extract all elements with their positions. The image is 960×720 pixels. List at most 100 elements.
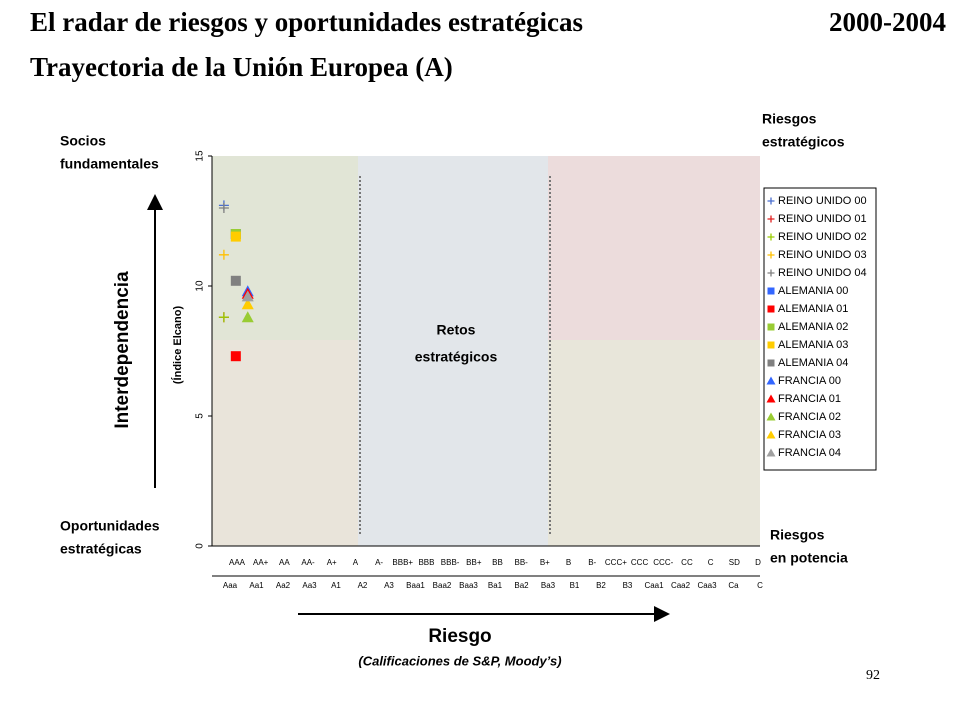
corner-label: Riesgos [770, 527, 825, 543]
point [230, 351, 241, 362]
legend-symbol [767, 323, 775, 331]
y-axis-label: (Índice Elcano) [171, 306, 184, 385]
legend-symbol [767, 287, 775, 295]
legend-symbol [767, 341, 775, 349]
x-tick-label: B1 [570, 581, 580, 590]
point [218, 249, 229, 260]
x-tick-label: C [708, 558, 714, 567]
legend-symbol [767, 197, 775, 205]
x-tick-label: CC [681, 558, 693, 567]
legend-label: FRANCIA 04 [778, 447, 841, 459]
x-tick-label: AA+ [253, 558, 269, 567]
corner-label: estratégicos [762, 134, 845, 150]
legend-label: REINO UNIDO 00 [778, 195, 867, 207]
corner-label: fundamentales [60, 156, 159, 172]
point [218, 312, 229, 323]
x-tick-label: Aa2 [276, 581, 291, 590]
legend-label: FRANCIA 02 [778, 411, 841, 423]
legend-label: REINO UNIDO 01 [778, 213, 867, 225]
x-tick-label: Ba1 [488, 581, 503, 590]
region [548, 156, 760, 340]
x-tick-label: Caa1 [644, 581, 664, 590]
legend-symbol [767, 359, 775, 367]
slide-subtitle: Trayectoria de la Unión Europea (A) [30, 52, 453, 82]
legend-symbol [766, 412, 776, 421]
corner-label: Socios [60, 133, 106, 149]
x-tick-label: A1 [331, 581, 341, 590]
region [212, 340, 358, 546]
x-tick-label: AA- [301, 558, 315, 567]
x-tick-label: A2 [358, 581, 368, 590]
region [358, 156, 548, 546]
corner-label: Oportunidades [60, 518, 160, 534]
legend-symbol [767, 215, 775, 223]
x-tick-label: BB [492, 558, 503, 567]
y-tick-label: 5 [195, 413, 206, 419]
point [241, 298, 254, 310]
page-number: 92 [866, 668, 880, 683]
x-tick-label: Aa1 [249, 581, 264, 590]
x-tick-label: C [757, 581, 763, 590]
region [212, 156, 358, 340]
legend-label: FRANCIA 00 [778, 375, 841, 387]
legend [763, 187, 877, 471]
x-tick-label: A- [375, 558, 383, 567]
x-tick-label: Ca [728, 581, 739, 590]
x-tick-label: Caa3 [697, 581, 717, 590]
x-tick-label: BB+ [466, 558, 482, 567]
legend-label: ALEMANIA 01 [778, 303, 848, 315]
y-tick-label: 10 [195, 280, 206, 292]
slide-title: El radar de riesgos y oportunidades estr… [30, 7, 583, 37]
legend-symbol [766, 394, 776, 403]
corner-label: Riesgos [762, 111, 817, 127]
x-tick-label: B+ [540, 558, 550, 567]
legend-symbol [767, 269, 775, 277]
x-axis-subtitle: (Calificaciones de S&P, Moody’s) [358, 653, 561, 668]
x-tick-label: Baa2 [433, 581, 452, 590]
legend-symbol [767, 251, 775, 259]
x-tick-label: A+ [327, 558, 337, 567]
x-tick-label: AAA [229, 558, 246, 567]
x-tick-label: Baa1 [406, 581, 425, 590]
point [241, 311, 254, 323]
x-tick-label: D [755, 558, 761, 567]
legend-label: ALEMANIA 04 [778, 357, 848, 369]
y-tick-label: 0 [195, 543, 206, 549]
corner-label: estratégicas [60, 541, 142, 557]
legend-label: FRANCIA 01 [778, 393, 841, 405]
legend-symbol [767, 305, 775, 313]
x-tick-label: CCC [631, 558, 649, 567]
x-tick-label: CCC+ [605, 558, 627, 567]
x-tick-label: BBB [418, 558, 434, 567]
legend-symbol [767, 233, 775, 241]
point [230, 231, 241, 242]
x-tick-label: Ba3 [541, 581, 556, 590]
legend-label: REINO UNIDO 04 [778, 267, 867, 279]
center-label: Retos [437, 322, 476, 338]
legend-symbol [766, 430, 776, 439]
legend-label: REINO UNIDO 03 [778, 249, 867, 261]
x-tick-label: BB- [515, 558, 529, 567]
x-tick-label: B3 [623, 581, 633, 590]
point [218, 203, 229, 213]
y-axis-title: Interdependencia [112, 271, 133, 429]
x-tick-label: B2 [596, 581, 606, 590]
region [548, 340, 760, 546]
x-tick-label: SD [729, 558, 740, 567]
x-tick-label: CCC- [653, 558, 673, 567]
legend-label: ALEMANIA 00 [778, 285, 848, 297]
point [230, 275, 241, 286]
x-tick-label: Ba2 [514, 581, 529, 590]
center-label: estratégicos [415, 349, 498, 365]
x-axis-title: Riesgo [428, 626, 491, 647]
x-tick-label: B [566, 558, 571, 567]
x-tick-label: A3 [384, 581, 394, 590]
legend-symbol [766, 448, 776, 457]
point [241, 290, 254, 302]
legend-label: REINO UNIDO 02 [778, 231, 867, 243]
x-tick-label: Caa2 [671, 581, 691, 590]
x-tick-label: B- [588, 558, 596, 567]
legend-label: ALEMANIA 02 [778, 321, 848, 333]
corner-label: en potencia [770, 550, 848, 566]
